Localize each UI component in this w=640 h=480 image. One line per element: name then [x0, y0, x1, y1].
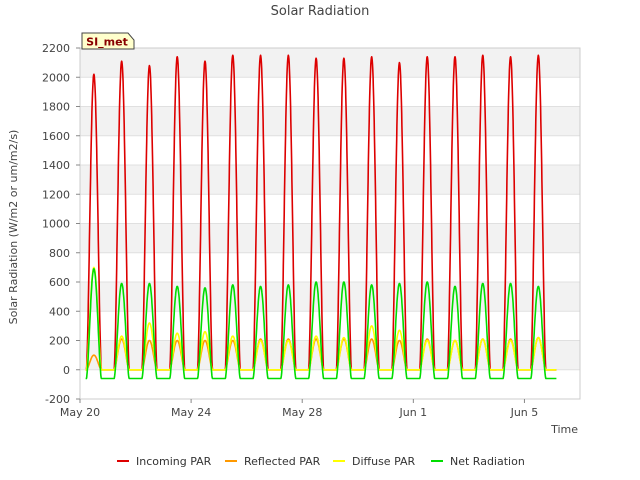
background-band — [80, 165, 580, 195]
series-line-net-radiation — [85, 267, 557, 380]
y-tick-label: 200 — [49, 335, 70, 348]
x-tick-label: Jun 1 — [398, 406, 427, 419]
background-bands — [80, 48, 580, 370]
y-tick-label: 1800 — [42, 101, 70, 114]
legend-label-reflected-par: Reflected PAR — [244, 455, 321, 468]
y-tick-label: 400 — [49, 305, 70, 318]
y-tick-label: 2000 — [42, 71, 70, 84]
y-tick-label: 1200 — [42, 188, 70, 201]
x-tick-label: Jun 5 — [510, 406, 539, 419]
site-label-text: SI_met — [86, 36, 128, 49]
y-tick-label: -200 — [45, 393, 70, 406]
x-tick-label: May 24 — [171, 406, 211, 419]
y-axis-ticks: -200 0 200 400 600 800 1000 1200 1400 1600 1800 200… — [42, 42, 80, 406]
x-tick-label: May 28 — [282, 406, 322, 419]
background-band — [80, 340, 580, 370]
background-band — [80, 48, 580, 78]
legend: Incoming PAR Reflected PAR Diffuse PAR Net … — [117, 455, 525, 468]
background-band — [80, 223, 580, 253]
legend-label-diffuse-par: Diffuse PAR — [352, 455, 416, 468]
site-label-box: SI_met — [81, 32, 135, 50]
y-axis-label: Solar Radiation (W/m2 or um/m2/s) — [7, 130, 20, 325]
legend-label-incoming-par: Incoming PAR — [136, 455, 212, 468]
legend-label-net-radiation: Net Radiation — [450, 455, 525, 468]
background-band — [80, 282, 580, 312]
y-tick-label: 600 — [49, 276, 70, 289]
x-axis-label: Time — [550, 423, 578, 436]
y-tick-label: 800 — [49, 247, 70, 260]
y-tick-label: 2200 — [42, 42, 70, 55]
series-layer — [85, 54, 557, 380]
y-tick-label: 0 — [63, 364, 70, 377]
chart-title: Solar Radiation — [271, 4, 370, 19]
y-tick-label: 1400 — [42, 159, 70, 172]
background-band — [80, 106, 580, 136]
x-axis-ticks: May 20 May 24 May 28 Jun 1 Jun 5 — [60, 399, 538, 419]
x-tick-label: May 20 — [60, 406, 100, 419]
y-tick-label: 1000 — [42, 218, 70, 231]
y-tick-label: 1600 — [42, 130, 70, 143]
